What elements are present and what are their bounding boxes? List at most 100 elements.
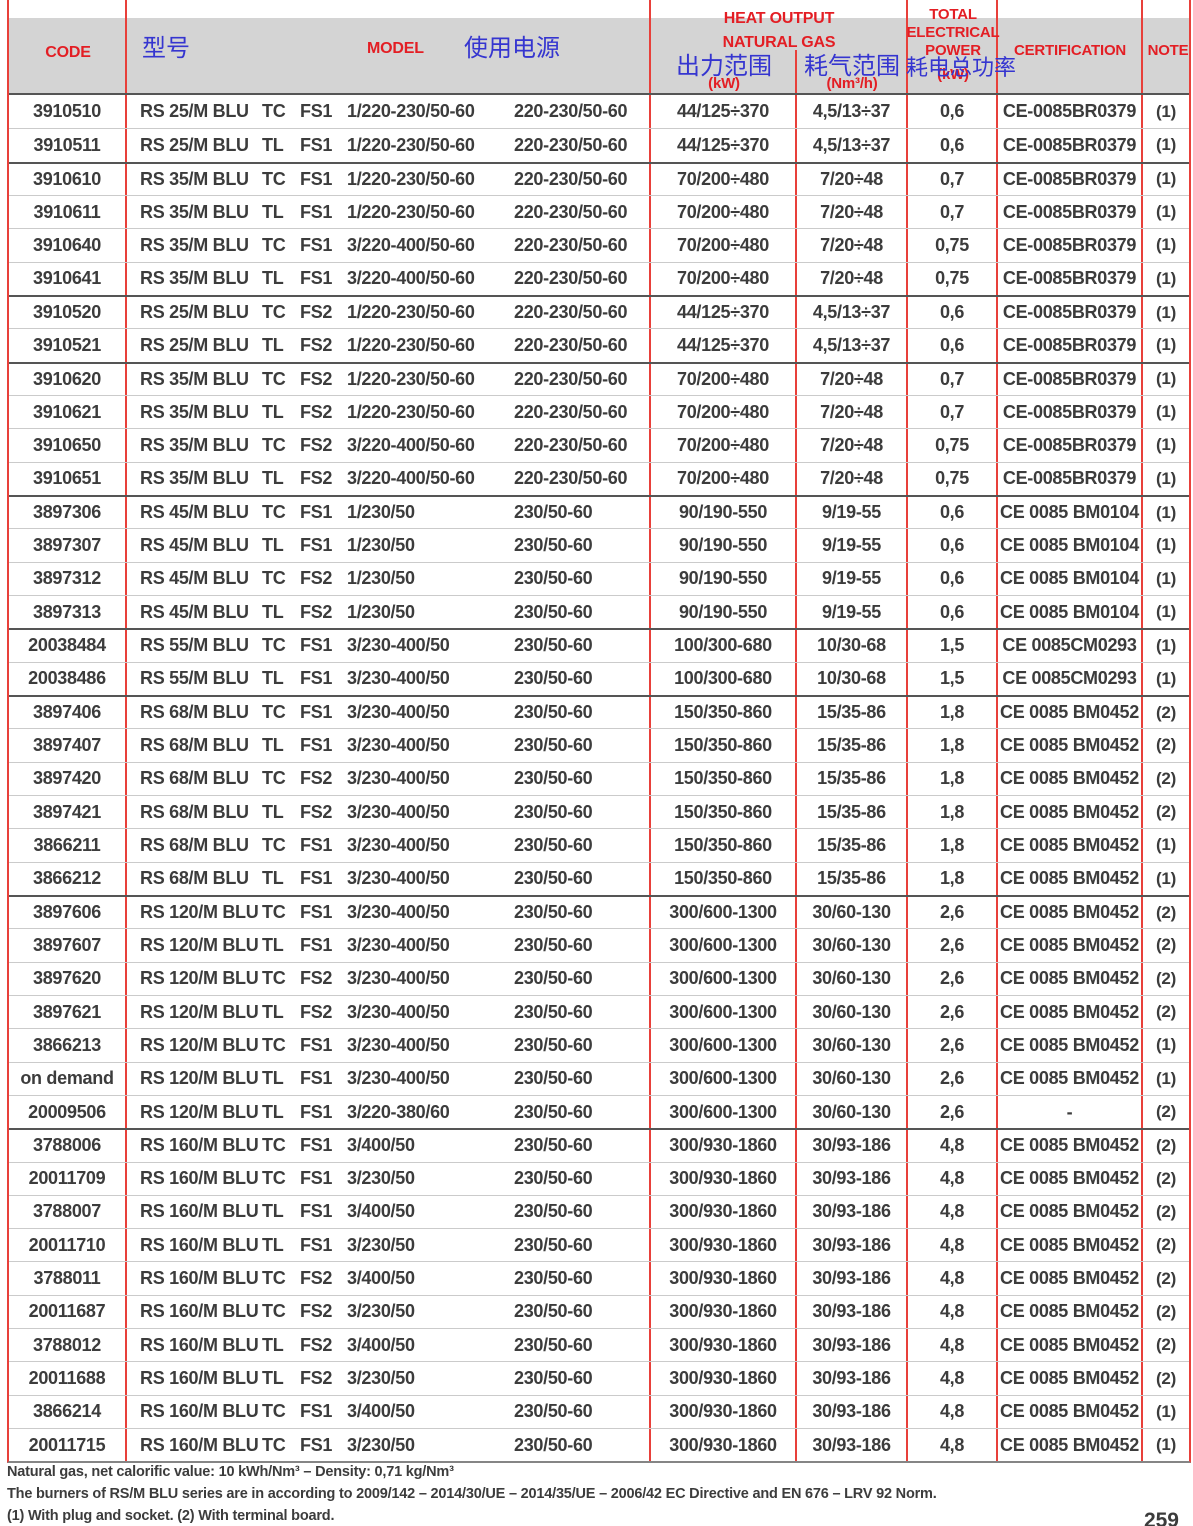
gas-consumption-cell: 9/19-55 [797,496,908,529]
gas-consumption-cell: 7/20÷48 [797,462,908,495]
fs-type: FS1 [300,268,333,289]
electrical-power-cell: 1,8 [908,829,998,862]
electrical-power-cell: 0,6 [908,296,998,329]
electrical-variant: 3/230-400/50 [347,902,450,923]
header-elec-unit: (kW) [937,66,969,83]
electrical-power-cell: 0,75 [908,229,998,262]
table-row: 3910621 RS 35/M BLU TL FS2 1/220-230/50-… [9,394,1189,429]
certification-cell: CE-0085BR0379 [998,229,1143,262]
certification-cell: CE-0085BR0379 [998,363,1143,395]
power-supply: 230/50-60 [514,1201,593,1222]
gas-consumption-cell: 15/35-86 [797,762,908,795]
electrical-variant: 1/230/50 [347,502,415,523]
note-cell: (1) [1156,335,1176,355]
gas-consumption-cell: 30/93-186 [797,1362,908,1395]
certification-cell: CE 0085 BM0104 [998,595,1143,629]
electrical-variant: 1/220-230/50-60 [347,401,475,422]
certification-cell: CE 0085 BM0452 [998,929,1143,962]
power-supply: 230/50-60 [514,902,593,923]
gas-consumption-cell: 30/60-130 [797,1095,908,1129]
electrical-power-cell: 1,5 [908,662,998,695]
fs-type: FS2 [300,401,333,422]
code-cell: 3897407 [9,729,127,762]
certification-cell: CE-0085BR0379 [998,329,1143,362]
column-divider [1141,0,1143,93]
certification-cell: CE 0085 BM0452 [998,829,1143,862]
burner-name: RS 68/M BLU [140,768,249,789]
table-row: 3910610 RS 35/M BLU TC FS1 1/220-230/50-… [9,161,1189,195]
note-cell: (1) [1156,1035,1176,1055]
heat-output-cell: 44/125÷370 [651,129,797,162]
code-cell: 3897421 [9,795,127,829]
gas-consumption-cell: 7/20÷48 [797,195,908,229]
burner-name: RS 35/M BLU [140,434,249,455]
table-row: 3897312 RS 45/M BLU TC FS2 1/230/50 230/… [9,561,1189,595]
table-row: 20011687 RS 160/M BLU TC FS2 3/230/50 23… [9,1294,1189,1329]
power-supply: 230/50-60 [514,1234,593,1255]
note-cell: (1) [1156,502,1176,522]
electrical-power-cell: 4,8 [908,1229,998,1262]
note-cell: (1) [1156,268,1176,288]
head-type: TC [262,101,286,122]
table-row: 20011715 RS 160/M BLU TC FS1 3/230/50 23… [9,1428,1189,1462]
power-supply: 230/50-60 [514,934,593,955]
table-row: 20011688 RS 160/M BLU TL FS2 3/230/50 23… [9,1361,1189,1395]
electrical-power-cell: 4,8 [908,1395,998,1429]
code-cell: 3897312 [9,562,127,595]
head-type: TL [262,534,284,555]
fs-type: FS1 [300,902,333,923]
electrical-variant: 3/230-400/50 [347,801,450,822]
model-cell: RS 160/M BLU TC FS2 3/400/50 230/50-60 [127,1262,651,1295]
electrical-power-cell: 0,7 [908,195,998,229]
header-certification: CERTIFICATION [1013,42,1127,59]
fs-type: FS1 [300,1201,333,1222]
certification-cell: CE-0085BR0379 [998,163,1143,195]
certification-cell: CE 0085 BM0104 [998,562,1143,595]
fs-type: FS2 [300,1301,333,1322]
table-row: 20009506 RS 120/M BLU TL FS1 3/220-380/6… [9,1094,1189,1129]
burner-name: RS 160/M BLU [140,1268,259,1289]
certification-cell: CE-0085BR0379 [998,129,1143,162]
heat-output-cell: 70/200÷480 [651,229,797,262]
burner-name: RS 160/M BLU [140,1334,259,1355]
head-type: TL [262,934,284,955]
power-supply: 230/50-60 [514,734,593,755]
certification-cell: CE 0085 BM0452 [998,1429,1143,1462]
head-type: TC [262,834,286,855]
power-supply: 230/50-60 [514,1135,593,1156]
gas-consumption-cell: 30/93-186 [797,1195,908,1229]
fs-type: FS2 [300,368,333,389]
certification-cell: CE 0085CM0293 [998,630,1143,662]
column-divider [125,0,127,93]
certification-cell: CE 0085 BM0452 [998,1395,1143,1429]
gas-consumption-cell: 30/60-130 [797,929,908,962]
fs-type: FS2 [300,1268,333,1289]
burner-name: RS 35/M BLU [140,268,249,289]
electrical-variant: 3/230-400/50 [347,1068,450,1089]
head-type: TL [262,1068,284,1089]
head-type: TC [262,1401,286,1422]
electrical-power-cell: 1,8 [908,862,998,895]
fs-type: FS1 [300,868,333,889]
fs-type: FS1 [300,1168,333,1189]
heat-output-cell: 300/930-1860 [651,1162,797,1195]
electrical-power-cell: 4,8 [908,1429,998,1462]
code-cell: 3866211 [9,829,127,862]
model-cell: RS 45/M BLU TL FS2 1/230/50 230/50-60 [127,595,651,629]
head-type: TL [262,268,284,289]
note-cell: (1) [1156,535,1176,555]
power-supply: 230/50-60 [514,668,593,689]
heat-output-cell: 70/200÷480 [651,395,797,429]
heat-output-cell: 100/300-680 [651,630,797,662]
head-type: TL [262,468,284,489]
code-cell: 20038486 [9,662,127,695]
certification-cell: CE 0085 BM0452 [998,1262,1143,1295]
gas-consumption-cell: 7/20÷48 [797,229,908,262]
head-type: TC [262,1434,286,1455]
certification-cell: CE 0085 BM0452 [998,795,1143,829]
table-row: 3788012 RS 160/M BLU TL FS2 3/400/50 230… [9,1328,1189,1362]
table-row: 3897407 RS 68/M BLU TL FS1 3/230-400/50 … [9,728,1189,762]
certification-cell: CE 0085 BM0452 [998,1062,1143,1095]
electrical-variant: 3/220-400/50-60 [347,234,475,255]
heat-output-cell: 300/930-1860 [651,1429,797,1462]
